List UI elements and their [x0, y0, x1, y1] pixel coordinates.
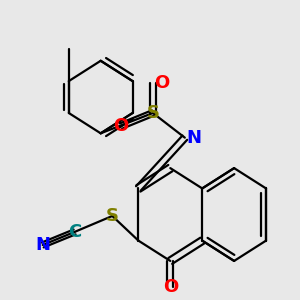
- Text: S: S: [146, 104, 159, 122]
- Text: S: S: [106, 207, 119, 225]
- Text: O: O: [113, 117, 129, 135]
- Text: C: C: [68, 223, 81, 241]
- Text: N: N: [186, 129, 201, 147]
- Text: O: O: [154, 74, 169, 92]
- Text: O: O: [163, 278, 178, 296]
- Text: N: N: [35, 236, 50, 254]
